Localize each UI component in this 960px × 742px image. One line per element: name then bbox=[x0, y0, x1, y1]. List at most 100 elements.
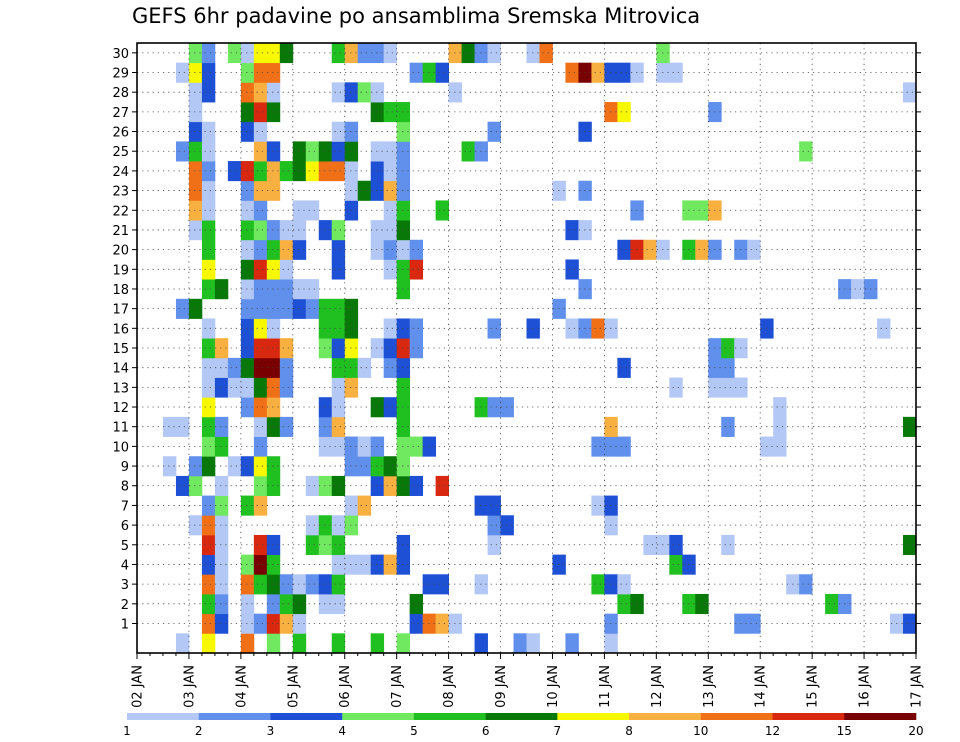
heatmap-cell bbox=[669, 377, 683, 398]
heatmap-cell bbox=[318, 515, 333, 536]
y-tick-label: 2 bbox=[121, 598, 129, 613]
colorbar-swatch bbox=[127, 713, 200, 720]
heatmap-cell bbox=[591, 62, 605, 83]
heatmap-cell bbox=[331, 239, 346, 260]
heatmap-cell bbox=[201, 495, 216, 516]
heatmap-cell bbox=[188, 456, 203, 477]
heatmap-cell bbox=[266, 62, 281, 83]
heatmap-cell bbox=[253, 416, 268, 437]
heatmap-cell bbox=[318, 338, 333, 359]
heatmap-cell bbox=[903, 613, 917, 634]
colorbar-label: 1 bbox=[123, 724, 131, 738]
heatmap-cell bbox=[292, 298, 307, 319]
heatmap-cell bbox=[643, 239, 657, 260]
y-tick-label: 7 bbox=[121, 499, 129, 514]
heatmap-cell bbox=[240, 633, 255, 654]
y-tick-label: 22 bbox=[112, 204, 129, 219]
colorbar-swatch bbox=[844, 713, 917, 720]
colorbar-swatch bbox=[413, 713, 486, 720]
x-tick-label: 03 JAN bbox=[182, 665, 197, 708]
heatmap-cell bbox=[240, 318, 255, 339]
heatmap-cell bbox=[240, 161, 255, 182]
heatmap-cell bbox=[344, 121, 359, 142]
heatmap-cell bbox=[201, 633, 216, 654]
heatmap-cell bbox=[331, 436, 346, 457]
heatmap-cell bbox=[188, 200, 203, 221]
heatmap-cell bbox=[253, 180, 268, 201]
heatmap-cell bbox=[279, 161, 294, 182]
heatmap-cell bbox=[240, 259, 255, 280]
heatmap-cell bbox=[201, 279, 216, 300]
heatmap-cell bbox=[305, 574, 320, 595]
heatmap-cell bbox=[253, 279, 268, 300]
heatmap-cell bbox=[175, 416, 190, 437]
heatmap-cell bbox=[331, 43, 346, 64]
heatmap-cell bbox=[253, 318, 268, 339]
heatmap-cell bbox=[188, 141, 203, 162]
heatmap-cell bbox=[214, 495, 229, 516]
heatmap-cell bbox=[617, 436, 631, 457]
y-tick-label: 11 bbox=[112, 421, 129, 436]
heatmap-cell bbox=[240, 180, 255, 201]
heatmap-cell bbox=[565, 259, 579, 280]
heatmap-cell bbox=[175, 141, 190, 162]
heatmap-cell bbox=[331, 416, 346, 437]
heatmap-cell bbox=[201, 338, 216, 359]
colorbar-swatch bbox=[198, 713, 271, 720]
heatmap-cell bbox=[227, 161, 242, 182]
heatmap-cell bbox=[253, 298, 268, 319]
heatmap-cell bbox=[604, 633, 618, 654]
heatmap-cell bbox=[279, 357, 294, 378]
colorbar-swatch bbox=[629, 713, 702, 720]
heatmap-cell bbox=[331, 338, 346, 359]
heatmap-cell bbox=[344, 338, 359, 359]
heatmap-cell bbox=[214, 515, 229, 536]
colorbar-swatch bbox=[270, 713, 343, 720]
y-tick-label: 13 bbox=[112, 381, 129, 396]
heatmap-cell bbox=[266, 593, 281, 615]
heatmap-cell bbox=[617, 239, 631, 260]
heatmap-cell bbox=[305, 515, 320, 536]
heatmap-cell bbox=[747, 239, 761, 260]
colorbar-label: 15 bbox=[837, 724, 852, 738]
heatmap-cell bbox=[266, 613, 281, 634]
heatmap-cell bbox=[201, 220, 216, 241]
x-tick-label: 05 JAN bbox=[286, 665, 301, 708]
heatmap-cell bbox=[331, 633, 346, 654]
heatmap-cell bbox=[279, 279, 294, 300]
heatmap-cell bbox=[318, 318, 333, 339]
heatmap-cell bbox=[747, 613, 761, 634]
colorbar-legend: 1 2 3 4 5 6 7 8 10 12 15 20 bbox=[123, 713, 924, 738]
y-tick-label: 3 bbox=[121, 578, 129, 593]
x-tick-label: 15 JAN bbox=[806, 665, 821, 708]
heatmap-cell bbox=[409, 259, 424, 280]
y-tick-label: 30 bbox=[112, 47, 129, 62]
heatmap-cell bbox=[318, 298, 333, 319]
heatmap-cell bbox=[201, 161, 216, 182]
heatmap-cell bbox=[188, 43, 203, 64]
heatmap-cell bbox=[383, 475, 398, 496]
heatmap-cell bbox=[344, 357, 359, 378]
heatmap-cell bbox=[253, 62, 268, 83]
heatmap-cell bbox=[214, 377, 229, 398]
heatmap-cell bbox=[357, 495, 372, 516]
heatmap-cell bbox=[305, 298, 320, 319]
heatmap-cell bbox=[253, 259, 268, 280]
heatmap-cell bbox=[409, 338, 424, 359]
colorbar-label: 7 bbox=[554, 724, 562, 738]
heatmap-cell bbox=[279, 574, 294, 595]
heatmap-cell bbox=[240, 121, 255, 142]
y-tick-label: 26 bbox=[112, 126, 129, 141]
heatmap-cell bbox=[773, 397, 787, 418]
heatmap-cell bbox=[201, 200, 216, 221]
heatmap-cell bbox=[201, 515, 216, 536]
heatmap-cell bbox=[188, 102, 203, 123]
heatmap-cell bbox=[253, 475, 268, 496]
heatmap-cell bbox=[201, 43, 216, 64]
heatmap-cell bbox=[435, 613, 449, 634]
heatmap-cell bbox=[669, 534, 683, 556]
heatmap-cell bbox=[201, 259, 216, 280]
heatmap-cell bbox=[305, 534, 320, 556]
heatmap-cell bbox=[188, 475, 203, 496]
